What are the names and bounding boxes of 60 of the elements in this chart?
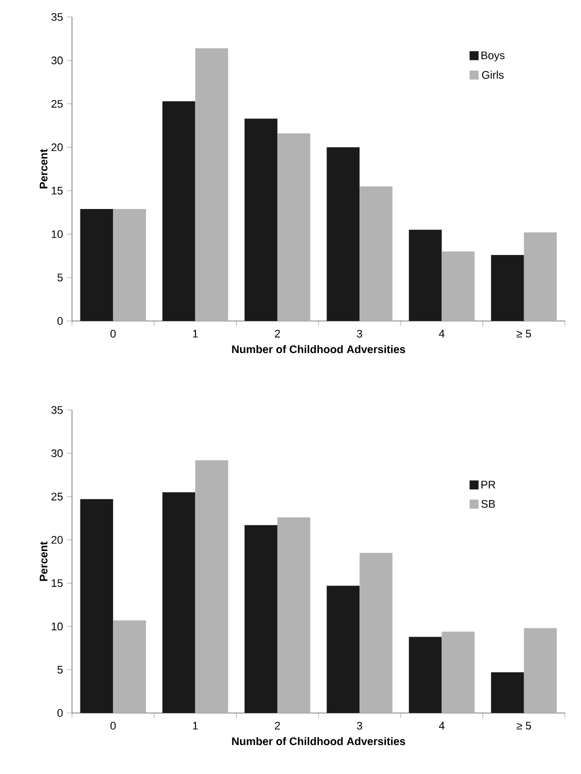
y-tick-label: 10	[52, 230, 63, 238]
bar	[326, 586, 360, 713]
bar	[408, 636, 442, 713]
y-tick-label: 20	[52, 143, 63, 152]
x-axis-title: Number of Childhood Adversities	[232, 737, 406, 746]
x-tick-label: 2	[274, 330, 280, 338]
x-tick-label: 3	[356, 722, 362, 730]
bar	[491, 672, 524, 713]
bar	[408, 230, 442, 321]
legend-label: SB	[481, 500, 495, 508]
bar	[277, 517, 310, 713]
y-tick-label: 15	[52, 186, 63, 195]
legend-label: Boys	[481, 52, 505, 62]
bar	[80, 208, 114, 321]
x-tick-label: 3	[356, 330, 362, 338]
legend-label: Girls	[482, 70, 504, 79]
x-tick-label: 1	[193, 330, 198, 338]
bar	[277, 133, 310, 321]
x-tick-label: ≥ 5	[516, 722, 532, 730]
y-tick-label: 30	[51, 449, 63, 458]
x-tick-label: 4	[438, 722, 444, 730]
y-tick-label: 0	[57, 317, 63, 325]
bar	[195, 460, 228, 713]
x-tick-label: 4	[438, 330, 444, 338]
y-tick-label: 30	[51, 56, 63, 64]
y-tick-label: 0	[57, 709, 63, 717]
y-tick-label: 35	[51, 406, 63, 414]
x-tick-label: ≥ 5	[516, 330, 532, 338]
bar	[113, 620, 146, 713]
bar	[113, 208, 146, 321]
bar	[244, 118, 278, 321]
bar	[491, 254, 524, 321]
bar	[80, 499, 114, 713]
y-tick-label: 5	[57, 666, 63, 674]
x-tick-label: 1	[193, 722, 198, 730]
bar	[442, 632, 475, 713]
y-axis-title: Percent	[40, 149, 48, 188]
y-tick-label: 25	[52, 492, 63, 500]
x-axis-title: Number of Childhood Adversities	[232, 345, 406, 354]
y-axis-title: Percent	[40, 542, 48, 581]
x-tick-label: 0	[110, 330, 116, 338]
bar	[442, 252, 475, 321]
bar	[360, 186, 392, 321]
y-tick-label: 35	[51, 13, 63, 21]
x-tick-label: 2	[274, 722, 280, 730]
bar	[524, 628, 557, 713]
y-tick-label: 15	[52, 579, 63, 587]
legend-label: PR	[481, 480, 496, 488]
bar	[326, 147, 360, 321]
bar	[195, 48, 228, 321]
y-tick-label: 20	[52, 536, 63, 544]
bar	[162, 492, 196, 713]
y-tick-label: 10	[52, 622, 63, 630]
bar	[162, 101, 196, 321]
y-tick-label: 5	[57, 274, 63, 282]
bar	[524, 232, 557, 321]
y-tick-label: 25	[52, 100, 63, 108]
bar	[360, 552, 392, 713]
x-tick-label: 0	[110, 722, 116, 730]
bar	[244, 525, 278, 713]
